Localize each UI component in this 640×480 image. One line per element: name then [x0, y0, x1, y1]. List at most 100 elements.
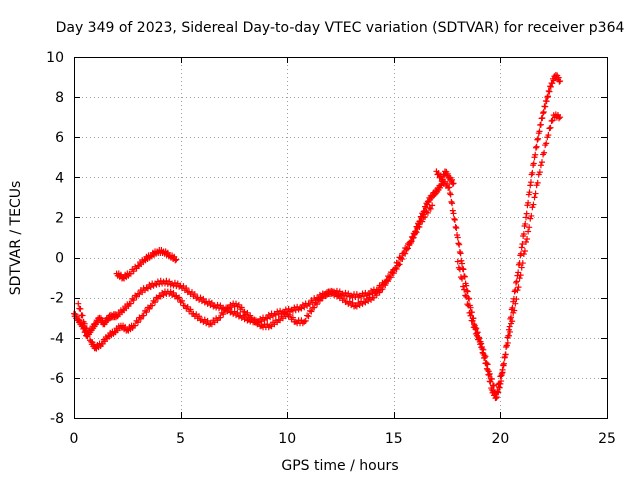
data-point-interp — [422, 213, 429, 220]
data-point-interp — [156, 281, 163, 288]
data-point-interp — [537, 121, 544, 128]
data-point-interp — [390, 270, 397, 277]
data-point-interp — [526, 224, 533, 231]
data-point-interp — [435, 170, 442, 177]
data-point-interp — [373, 292, 380, 299]
data-point-interp — [513, 296, 520, 303]
data-point-interp — [484, 361, 491, 368]
data-point-interp — [238, 304, 245, 311]
data-point-interp — [287, 311, 294, 318]
data-point-interp — [235, 301, 242, 308]
data-point-interp — [437, 173, 444, 180]
data-point-interp — [304, 312, 311, 319]
data-point-interp — [176, 283, 183, 290]
data-point-interp — [454, 231, 461, 238]
data-point-interp — [482, 353, 489, 360]
data-point-interp — [83, 325, 90, 332]
data-point-interp — [555, 74, 562, 81]
data-point-interp — [463, 293, 470, 300]
data-point-interp — [513, 278, 520, 285]
data-point-interp — [353, 291, 360, 298]
data-point-interp — [501, 354, 508, 361]
data-point-interp — [545, 87, 552, 94]
data-point-interp — [517, 272, 524, 279]
data-point-interp — [538, 159, 545, 166]
data-point-interp — [244, 317, 251, 324]
data-point-interp — [311, 304, 318, 311]
data-point — [450, 210, 457, 217]
data-point — [459, 260, 466, 267]
data-point-interp — [506, 328, 513, 335]
data-point-interp — [554, 111, 561, 118]
data-point-interp — [436, 184, 443, 191]
data-point-interp — [427, 205, 434, 212]
data-point-interp — [520, 251, 527, 258]
data-point-interp — [370, 294, 377, 301]
data-point-interp — [130, 268, 137, 275]
data-point — [525, 228, 532, 235]
data-point-interp — [220, 311, 227, 318]
data-point-interp — [235, 313, 242, 320]
data-point-interp — [180, 302, 187, 309]
data-point-interp — [543, 140, 550, 147]
data-point-interp — [257, 323, 264, 330]
data-point-interp — [525, 199, 532, 206]
data-point-interp — [171, 253, 178, 260]
data-point-interp — [228, 304, 235, 311]
y-tick-label: 0 — [55, 251, 64, 267]
data-point-interp — [527, 179, 534, 186]
data-points — [71, 72, 564, 402]
grid-lines — [74, 57, 607, 418]
data-point-interp — [166, 278, 173, 285]
data-point-interp — [204, 317, 211, 324]
data-point-interp — [455, 240, 462, 247]
chart-title: Day 349 of 2023, Sidereal Day-to-day VTE… — [56, 20, 625, 36]
data-point-interp — [176, 294, 183, 301]
data-point-interp — [460, 283, 467, 290]
data-point-interp — [556, 78, 563, 85]
data-point-interp — [416, 223, 423, 230]
data-point-interp — [548, 118, 555, 125]
data-point-interp — [200, 295, 207, 302]
data-point-interp — [264, 321, 271, 328]
data-point-interp — [291, 318, 298, 325]
data-point-interp — [497, 373, 504, 380]
data-point-interp — [542, 103, 549, 110]
data-point-interp — [349, 299, 356, 306]
y-tick-label: -4 — [50, 331, 64, 347]
data-point — [518, 264, 525, 271]
data-point — [531, 194, 538, 201]
data-point-interp — [496, 380, 503, 387]
data-point-interp — [464, 288, 471, 295]
data-point-interp — [447, 191, 454, 198]
data-point-interp — [314, 301, 321, 308]
data-point-interp — [214, 301, 221, 308]
data-point-interp — [267, 314, 274, 321]
series-group — [71, 168, 457, 340]
data-point-interp — [177, 299, 184, 306]
data-point-interp — [146, 305, 153, 312]
data-point — [512, 300, 519, 307]
data-point-interp — [466, 309, 473, 316]
data-point-interp — [264, 315, 271, 322]
data-point-interp — [456, 249, 463, 256]
data-point-interp — [147, 284, 154, 291]
data-point — [499, 366, 506, 373]
data-point-interp — [434, 171, 441, 178]
data-point-interp — [247, 312, 254, 319]
data-point-interp — [143, 309, 150, 316]
data-point-interp — [503, 342, 510, 349]
data-point-interp — [515, 284, 522, 291]
data-point-interp — [231, 308, 238, 315]
data-point-interp — [255, 319, 262, 326]
data-point — [480, 346, 487, 353]
data-point-interp — [533, 143, 540, 150]
data-point — [540, 110, 547, 117]
y-tick-label: 6 — [55, 130, 64, 146]
data-point-interp — [342, 289, 349, 296]
data-point-interp — [514, 287, 521, 294]
data-point-interp — [522, 220, 529, 227]
data-point-interp — [446, 190, 453, 197]
data-point-interp — [498, 372, 505, 379]
data-point — [461, 286, 468, 293]
